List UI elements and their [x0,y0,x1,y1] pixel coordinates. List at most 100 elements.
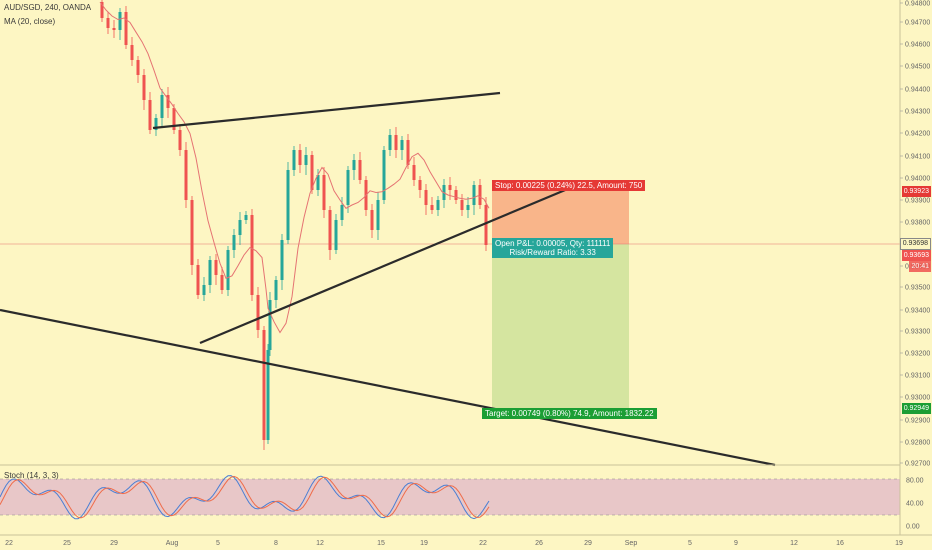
stoch-k-line[interactable] [0,475,490,520]
candle[interactable] [430,205,434,210]
candle[interactable] [214,260,218,275]
main-pane[interactable] [0,0,900,465]
candle[interactable] [334,220,338,250]
long-downtrend-line[interactable] [0,308,776,467]
candle[interactable] [376,200,380,230]
ma-line[interactable] [99,1,490,334]
candle[interactable] [460,200,464,210]
time-tick-label: 19 [895,540,903,547]
target-zone[interactable] [492,244,629,414]
price-tick-label: 0.93800 [905,220,930,227]
candle[interactable] [154,118,158,130]
candle[interactable] [328,210,332,250]
price-tick-label: 0.92700 [905,461,930,468]
candle[interactable] [406,140,410,165]
price-tick-label: 0.94400 [905,87,930,94]
candle[interactable] [148,100,152,130]
candle[interactable] [266,350,270,440]
candle[interactable] [424,190,428,205]
candle[interactable] [400,140,404,150]
candle[interactable] [208,260,212,285]
price-tick-label: 0.93000 [905,395,930,402]
candle[interactable] [454,190,458,200]
candle[interactable] [160,95,164,118]
candle[interactable] [142,75,146,100]
candle[interactable] [190,200,194,265]
candle[interactable] [118,12,122,30]
candle[interactable] [286,170,290,240]
candle[interactable] [100,2,104,18]
upper-trendline[interactable] [152,91,501,130]
candle[interactable] [346,170,350,205]
candle[interactable] [382,150,386,200]
candle[interactable] [358,160,362,180]
candle[interactable] [184,150,188,200]
stop-zone[interactable] [492,191,629,244]
pnl-label[interactable]: Open P&L: 0.00005, Qty: 111111 Risk/Rewa… [492,238,614,258]
candle[interactable] [436,200,440,210]
candle[interactable] [166,95,170,108]
candle[interactable] [304,155,308,165]
candle[interactable] [262,330,266,440]
candle[interactable] [130,45,134,60]
time-tick-label: 5 [688,540,692,547]
time-tick-label: 9 [734,540,738,547]
lower-trendline[interactable] [199,186,571,345]
candle[interactable] [238,220,242,235]
candle[interactable] [124,12,128,45]
candle[interactable] [232,235,236,250]
candle[interactable] [484,205,488,245]
candle[interactable] [478,185,482,205]
candle[interactable] [172,108,176,130]
time-tick-label: Aug [166,540,179,547]
candle-series[interactable] [100,0,488,450]
candle[interactable] [340,205,344,220]
candle[interactable] [412,165,416,180]
candle[interactable] [256,295,260,330]
candle[interactable] [220,275,224,290]
price-tick-label: 0.94200 [905,131,930,138]
candle[interactable] [292,150,296,170]
time-tick-label: Sep [625,540,638,547]
candle[interactable] [448,185,452,190]
candle[interactable] [268,300,272,350]
candle[interactable] [466,205,470,210]
candle[interactable] [244,215,248,220]
candle[interactable] [472,185,476,205]
stoch-tick-label: 0.00 [906,524,920,531]
candle[interactable] [316,175,320,190]
candle[interactable] [388,135,392,150]
stoch-legend[interactable]: Stoch (14, 3, 3) [4,471,59,480]
candle[interactable] [106,18,110,28]
candle[interactable] [178,130,182,150]
candle[interactable] [418,180,422,190]
ma-legend[interactable]: MA (20, close) [4,17,56,26]
candle[interactable] [226,250,230,290]
time-tick-label: 25 [63,540,71,547]
candle[interactable] [310,155,314,190]
candle[interactable] [136,60,140,75]
candle[interactable] [298,150,302,165]
target-label[interactable]: Target: 0.00749 (0.80%) 74.9, Amount: 18… [482,408,657,419]
candle[interactable] [394,135,398,150]
last-price-tag: 0.93693 [901,250,931,261]
candle[interactable] [202,285,206,295]
candle[interactable] [112,28,116,30]
price-tick-label: 0.94700 [905,20,930,27]
stop-label[interactable]: Stop: 0.00225 (0.24%) 22.5, Amount: 750 [492,180,646,191]
price-axis[interactable] [900,0,932,550]
candle[interactable] [280,240,284,280]
price-tick-label: 0.92800 [905,440,930,447]
stoch-d-line[interactable] [0,475,490,519]
time-tick-label: 29 [110,540,118,547]
candle[interactable] [352,160,356,170]
candle[interactable] [250,215,254,295]
time-tick-label: 19 [420,540,428,547]
time-tick-label: 15 [377,540,385,547]
candle[interactable] [274,280,278,300]
candle[interactable] [322,175,326,210]
candle[interactable] [370,210,374,230]
symbol-legend[interactable]: AUD/SGD, 240, OANDA [4,3,92,12]
candle[interactable] [196,265,200,295]
